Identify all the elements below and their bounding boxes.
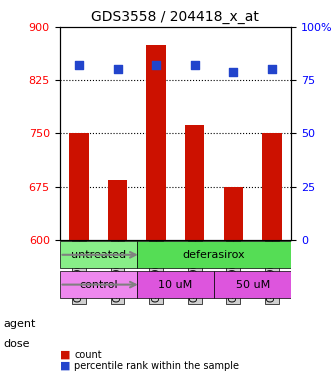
Text: untreated: untreated: [71, 250, 126, 260]
Bar: [60, 242, 137, 268]
Text: percentile rank within the sample: percentile rank within the sample: [74, 361, 239, 371]
Text: 10 uM: 10 uM: [158, 280, 193, 290]
Point: [115, 66, 120, 73]
Bar: [108, 180, 127, 240]
Bar: [137, 242, 291, 268]
Text: control: control: [79, 280, 118, 290]
Text: deferasirox: deferasirox: [183, 250, 245, 260]
Text: 50 uM: 50 uM: [236, 280, 270, 290]
Title: GDS3558 / 204418_x_at: GDS3558 / 204418_x_at: [91, 10, 260, 25]
Point: [192, 62, 197, 68]
Text: GSM296616: GSM296616: [267, 243, 277, 302]
Text: dose: dose: [3, 339, 30, 349]
Bar: [60, 271, 137, 298]
Text: GSM296613: GSM296613: [190, 243, 200, 302]
Text: GSM296609: GSM296609: [113, 243, 122, 302]
Bar: [214, 271, 291, 298]
Text: ■: ■: [60, 350, 70, 360]
Bar: [262, 133, 282, 240]
Text: ■: ■: [60, 361, 70, 371]
Bar: [224, 187, 243, 240]
Text: agent: agent: [3, 319, 36, 329]
Text: GSM296612: GSM296612: [151, 243, 161, 302]
Bar: [137, 271, 214, 298]
Point: [231, 68, 236, 74]
Bar: [146, 45, 166, 240]
Bar: [185, 125, 204, 240]
Bar: [69, 133, 88, 240]
Text: GSM296615: GSM296615: [228, 243, 238, 302]
Text: count: count: [74, 350, 102, 360]
Point: [154, 62, 159, 68]
Point: [76, 62, 81, 68]
Text: GSM296608: GSM296608: [74, 243, 84, 302]
Point: [269, 66, 275, 73]
